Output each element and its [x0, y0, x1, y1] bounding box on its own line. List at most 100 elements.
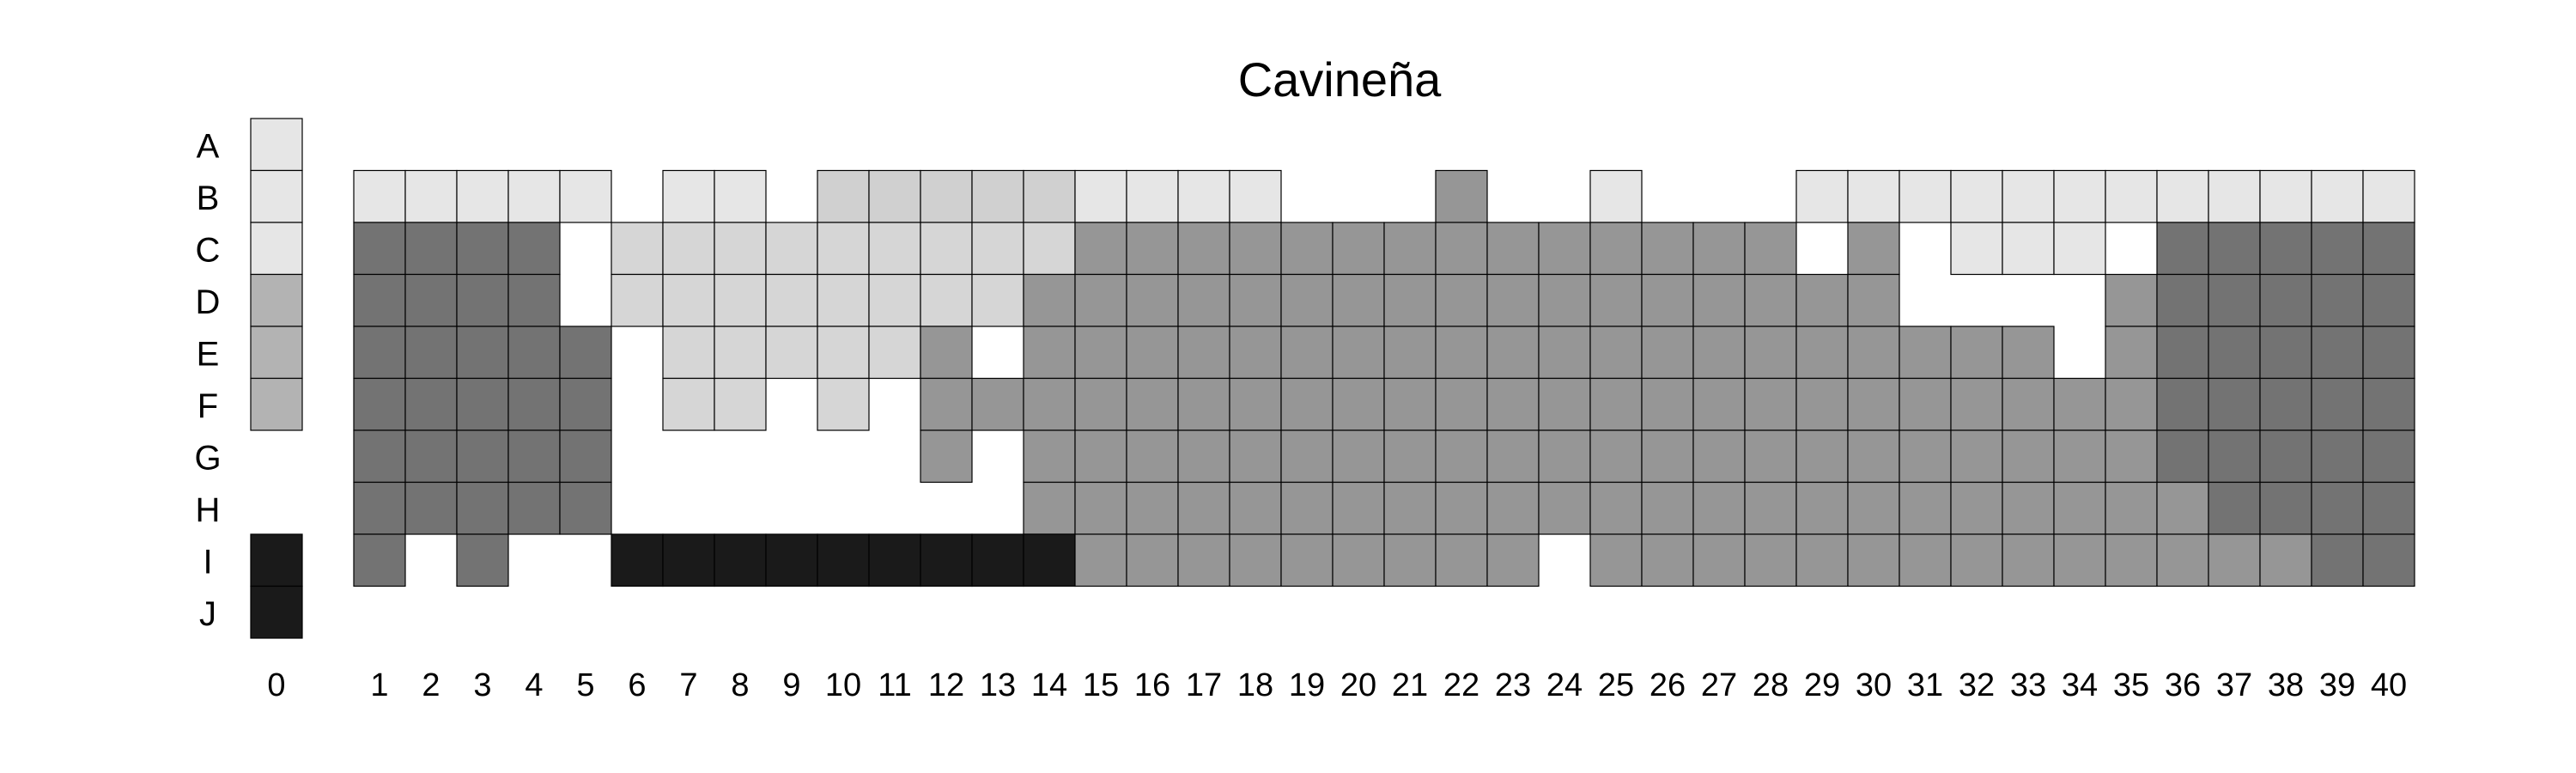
cell-16-c — [1126, 222, 1179, 276]
cell-29-i — [1795, 533, 1849, 587]
cell-2-e — [404, 326, 458, 380]
column-label-13: 13 — [980, 667, 1016, 703]
cell-38-e — [2259, 326, 2312, 380]
cell-22-d — [1435, 273, 1488, 327]
column-label-29: 29 — [1804, 667, 1840, 703]
cell-29-f — [1795, 377, 1849, 431]
cell-40-h — [2362, 481, 2415, 535]
cell-2-b — [404, 169, 458, 223]
column-label-27: 27 — [1701, 667, 1737, 703]
cell-1-i — [353, 533, 406, 587]
cell-3-f — [456, 377, 509, 431]
row-label-c: C — [196, 231, 221, 269]
cell-19-d — [1280, 273, 1334, 327]
column-label-17: 17 — [1186, 667, 1222, 703]
column-label-40: 40 — [2371, 667, 2407, 703]
cell-15-g — [1074, 429, 1127, 484]
cell-39-i — [2311, 533, 2364, 587]
cell-4-g — [507, 429, 561, 484]
column-label-8: 8 — [731, 667, 749, 703]
cell-13-f — [971, 377, 1024, 431]
cell-15-e — [1074, 326, 1127, 380]
column-label-4: 4 — [525, 667, 543, 703]
cell-37-d — [2208, 273, 2261, 327]
cell-22-h — [1435, 481, 1488, 535]
cell-20-e — [1332, 326, 1385, 380]
cell-17-b — [1177, 169, 1230, 223]
cell-8-i — [714, 533, 767, 587]
cell-8-b — [714, 169, 767, 223]
cell-36-e — [2156, 326, 2209, 380]
column-label-37: 37 — [2216, 667, 2252, 703]
cell-11-c — [868, 222, 921, 276]
cell-32-b — [1950, 169, 2003, 223]
cell-3-g — [456, 429, 509, 484]
cell-1-g — [353, 429, 406, 484]
cell-11-b — [868, 169, 921, 223]
cell-32-i — [1950, 533, 2003, 587]
cell-30-i — [1847, 533, 1900, 587]
cell-3-i — [456, 533, 509, 587]
cell-38-h — [2259, 481, 2312, 535]
cell-8-d — [714, 273, 767, 327]
cell-25-b — [1589, 169, 1643, 223]
cell-30-d — [1847, 273, 1900, 327]
cell-14-b — [1023, 169, 1076, 223]
cell-3-h — [456, 481, 509, 535]
cell-16-h — [1126, 481, 1179, 535]
cell-0-a — [250, 118, 303, 172]
cell-35-g — [2105, 429, 2158, 484]
cell-18-b — [1229, 169, 1282, 223]
row-label-h: H — [196, 491, 221, 529]
cell-21-f — [1383, 377, 1437, 431]
cell-22-f — [1435, 377, 1488, 431]
column-label-9: 9 — [782, 667, 800, 703]
cell-10-f — [817, 377, 870, 431]
cell-24-e — [1538, 326, 1591, 380]
cell-33-e — [2002, 326, 2055, 380]
cell-0-i — [250, 533, 303, 587]
cell-17-c — [1177, 222, 1230, 276]
cell-3-d — [456, 273, 509, 327]
cell-23-c — [1486, 222, 1540, 276]
cell-27-i — [1692, 533, 1746, 587]
cell-20-f — [1332, 377, 1385, 431]
cell-17-i — [1177, 533, 1230, 587]
cell-4-b — [507, 169, 561, 223]
cell-13-d — [971, 273, 1024, 327]
row-label-e: E — [197, 335, 220, 373]
column-label-35: 35 — [2113, 667, 2149, 703]
cell-40-c — [2362, 222, 2415, 276]
cell-14-e — [1023, 326, 1076, 380]
cell-7-c — [662, 222, 715, 276]
cell-17-d — [1177, 273, 1230, 327]
cell-33-c — [2002, 222, 2055, 276]
cell-23-i — [1486, 533, 1540, 587]
cell-19-f — [1280, 377, 1334, 431]
column-label-16: 16 — [1134, 667, 1170, 703]
cell-9-e — [765, 326, 818, 380]
cell-40-d — [2362, 273, 2415, 327]
cell-23-g — [1486, 429, 1540, 484]
cell-7-d — [662, 273, 715, 327]
cell-38-b — [2259, 169, 2312, 223]
column-label-3: 3 — [473, 667, 491, 703]
cell-21-h — [1383, 481, 1437, 535]
cell-35-b — [2105, 169, 2158, 223]
cell-35-i — [2105, 533, 2158, 587]
row-label-a: A — [197, 127, 220, 165]
cell-28-c — [1744, 222, 1797, 276]
cell-15-i — [1074, 533, 1127, 587]
cell-3-b — [456, 169, 509, 223]
column-label-25: 25 — [1598, 667, 1634, 703]
cell-18-i — [1229, 533, 1282, 587]
cell-8-f — [714, 377, 767, 431]
cell-1-c — [353, 222, 406, 276]
cell-17-h — [1177, 481, 1230, 535]
column-label-21: 21 — [1392, 667, 1428, 703]
cell-16-f — [1126, 377, 1179, 431]
row-label-j: J — [199, 595, 216, 633]
cell-10-i — [817, 533, 870, 587]
cell-38-c — [2259, 222, 2312, 276]
